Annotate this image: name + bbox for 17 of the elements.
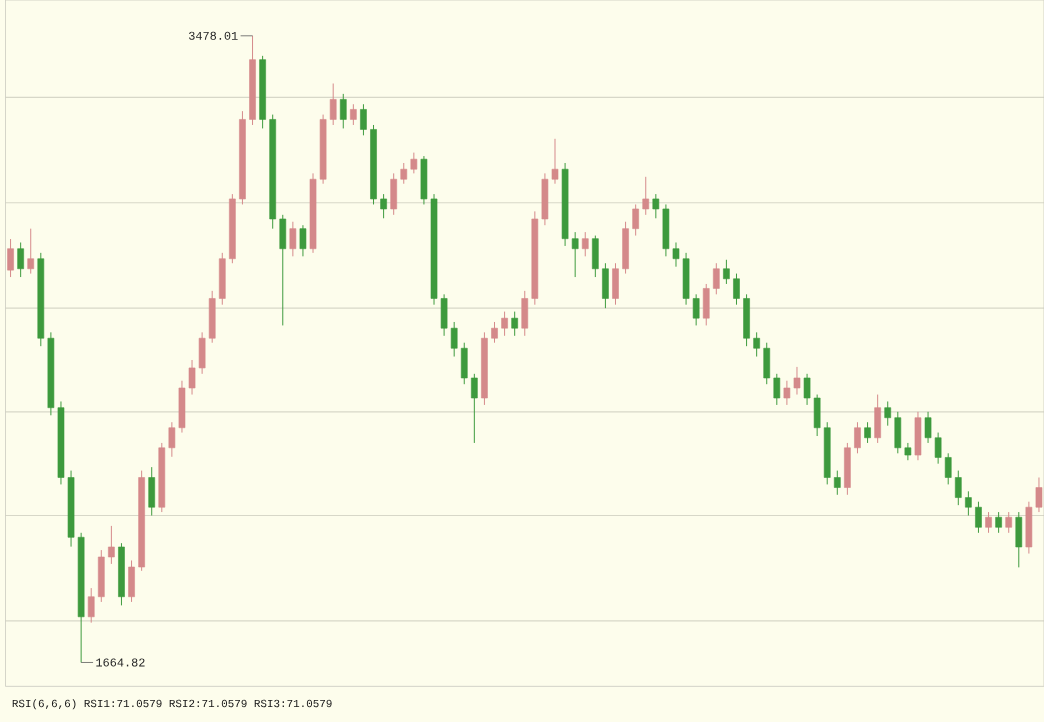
candlestick <box>7 238 14 278</box>
candlestick <box>350 103 357 126</box>
candlestick <box>995 511 1002 534</box>
candlestick <box>1005 511 1013 534</box>
candlestick <box>985 511 992 534</box>
candlestick <box>1015 511 1023 568</box>
candlestick <box>581 231 589 257</box>
candlestick <box>511 311 518 337</box>
candlestick <box>17 241 24 278</box>
candlestick <box>148 466 156 516</box>
candlestick <box>914 411 922 461</box>
candlestick <box>874 393 881 444</box>
candlestick <box>339 93 347 129</box>
candlestick <box>299 224 307 257</box>
candlestick <box>864 421 871 444</box>
candlestick <box>27 228 35 275</box>
candlestick <box>289 221 297 257</box>
